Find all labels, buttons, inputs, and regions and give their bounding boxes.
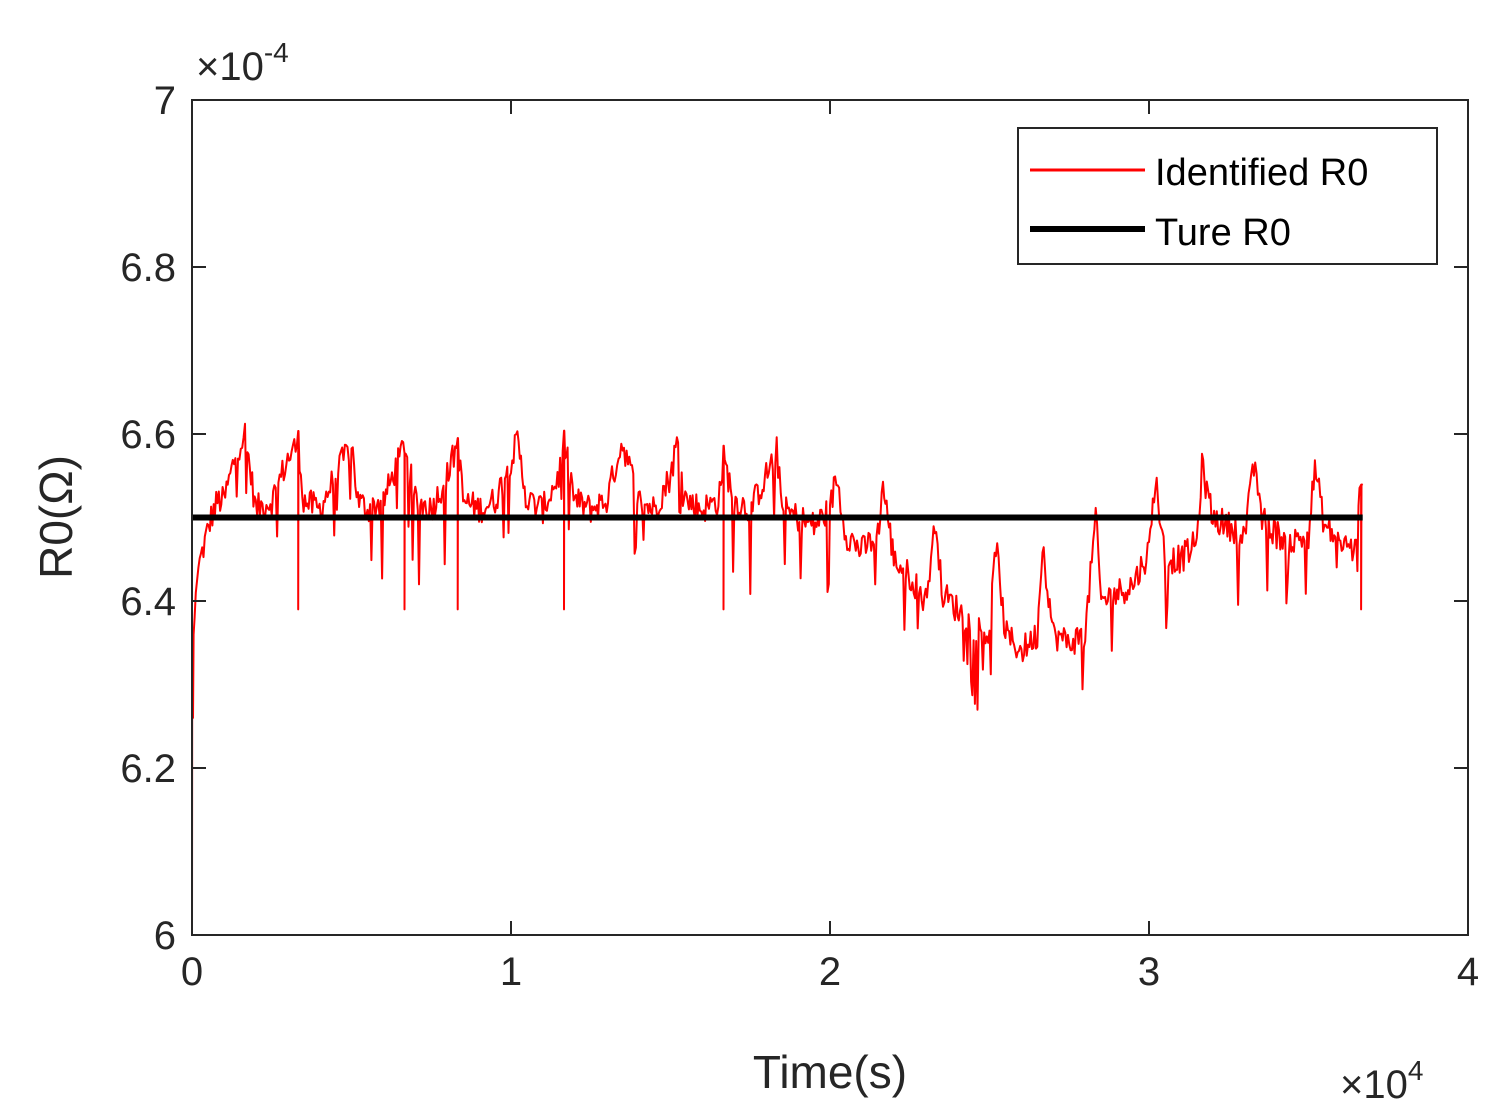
x-tick-label-0: 0 bbox=[181, 950, 203, 994]
y-axis-title: R0(Ω) bbox=[30, 455, 82, 579]
y-exponent-label: ×10-4 bbox=[196, 37, 289, 89]
y-tick-label-3: 6.6 bbox=[120, 413, 176, 457]
x-exponent-label: ×104 bbox=[1340, 1055, 1423, 1107]
y-tick-label-1: 6.2 bbox=[120, 747, 176, 791]
x-tick-label-2: 2 bbox=[819, 950, 841, 994]
legend-label-identified: Identified R0 bbox=[1155, 152, 1368, 194]
x-exponent-power: 4 bbox=[1408, 1055, 1424, 1086]
tick-layer: 0 1 2 3 4 6 6.2 6.4 6.6 6.8 7 bbox=[120, 79, 1479, 994]
y-tick-label-4: 6.8 bbox=[120, 246, 176, 290]
y-exponent-base: ×10 bbox=[196, 45, 264, 89]
series-layer bbox=[191, 422, 1364, 936]
x-exponent-base: ×10 bbox=[1340, 1063, 1408, 1107]
y-exponent-power: -4 bbox=[264, 37, 289, 68]
y-tick-label-0: 6 bbox=[154, 914, 176, 958]
x-tick-label-3: 3 bbox=[1138, 950, 1160, 994]
x-axis-title: Time(s) bbox=[753, 1046, 907, 1098]
x-tick-label-1: 1 bbox=[500, 950, 522, 994]
legend-box bbox=[1017, 127, 1438, 265]
x-tick-label-4: 4 bbox=[1457, 950, 1479, 994]
y-tick-label-2: 6.4 bbox=[120, 580, 176, 624]
series-identified-r0-line bbox=[191, 422, 1364, 936]
legend: Identified R0 Ture R0 bbox=[1017, 127, 1438, 265]
legend-label-true: Ture R0 bbox=[1155, 212, 1291, 254]
y-tick-label-5: 7 bbox=[154, 79, 176, 123]
